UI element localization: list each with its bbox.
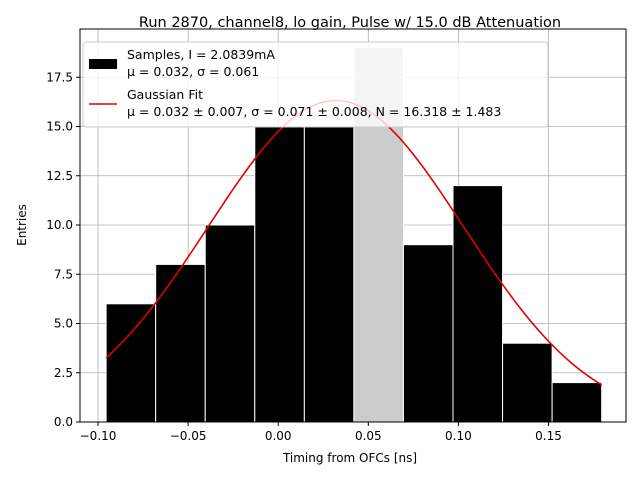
legend-samples-line1: Samples, I = 2.0839mA (127, 47, 275, 62)
histogram-bar-2 (204, 224, 256, 423)
x-ticks: −0.10 −0.05 0.00 0.05 0.10 0.15 (80, 422, 562, 443)
x-tick-label: 0.10 (445, 429, 472, 443)
histogram-bar-0 (105, 303, 157, 423)
legend-fit-line1: Gaussian Fit (127, 87, 203, 102)
y-tick-label: 7.5 (54, 267, 73, 281)
y-tick-label: 0.0 (54, 415, 73, 429)
histogram-bar-4 (303, 126, 355, 423)
y-ticks: 0.0 2.5 5.0 7.5 10.0 12.5 15.0 17.5 (46, 70, 80, 429)
histogram-bar-3 (254, 126, 305, 423)
x-tick-label: 0.05 (355, 429, 382, 443)
legend-samples-line2: μ = 0.032, σ = 0.061 (127, 64, 259, 79)
histogram-bar-6 (402, 244, 454, 423)
chart-title: Run 2870, channel8, lo gain, Pulse w/ 15… (139, 15, 561, 31)
legend-samples-swatch (89, 59, 117, 69)
histogram-bar-7 (452, 185, 504, 423)
bars-layer (105, 47, 603, 423)
x-tick-label: −0.10 (80, 429, 117, 443)
legend-fit-line2: μ = 0.032 ± 0.007, σ = 0.071 ± 0.008, N … (127, 104, 501, 119)
y-tick-label: 10.0 (46, 218, 73, 232)
histogram-bar-9 (551, 382, 603, 423)
x-axis-label: Timing from OFCs [ns] (282, 451, 417, 465)
legend: Samples, I = 2.0839mA μ = 0.032, σ = 0.0… (82, 41, 549, 128)
histogram-bar-8 (502, 342, 553, 423)
y-tick-label: 12.5 (46, 169, 73, 183)
legend-box (82, 41, 549, 128)
x-tick-label: 0.15 (535, 429, 562, 443)
y-axis-label: Entries (15, 204, 29, 246)
y-tick-label: 17.5 (46, 70, 73, 84)
x-tick-label: −0.05 (170, 429, 207, 443)
y-tick-label: 2.5 (54, 366, 73, 380)
x-tick-label: 0.00 (265, 429, 292, 443)
y-tick-label: 15.0 (46, 120, 73, 134)
y-tick-label: 5.0 (54, 317, 73, 331)
histogram-bar-1 (155, 263, 206, 423)
